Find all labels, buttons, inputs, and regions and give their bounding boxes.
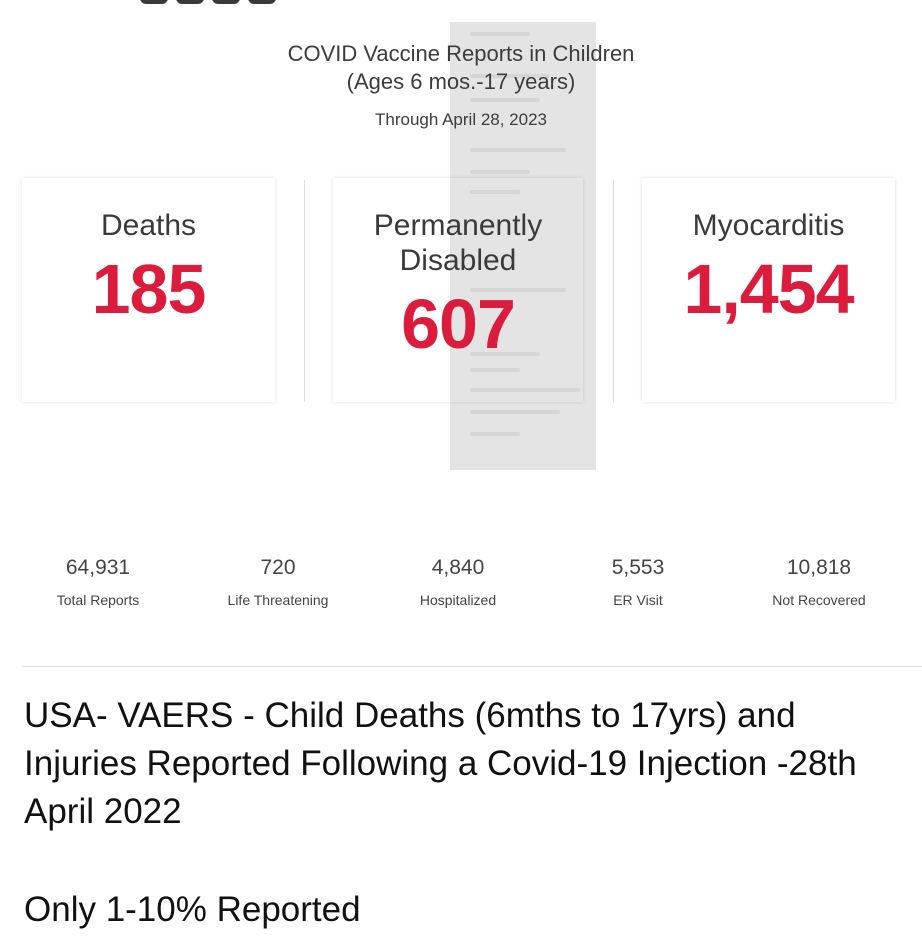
card-deaths-value: 185 (91, 250, 207, 328)
card-deaths-label: Deaths (100, 209, 197, 242)
card-myocarditis-value: 1,454 (683, 250, 854, 328)
card-myocarditis: Myocarditis 1,454 (642, 178, 895, 402)
stat-value: 64,931 (65, 556, 131, 579)
report-date: Through April 28, 2023 (374, 110, 547, 129)
card-disabled-label: Permanently Disabled (373, 209, 543, 277)
stat-label: Not Recovered (772, 592, 866, 608)
stat-label: Total Reports (56, 592, 140, 608)
cropped-top-edge (0, 0, 922, 8)
stat-not-recovered: 10,818 Not Recovered (729, 556, 909, 608)
card-disabled-value: 607 (401, 285, 516, 363)
stat-label: Hospitalized (419, 592, 497, 608)
card-deaths: Deaths 185 (22, 178, 275, 402)
report-title: COVID Vaccine Reports in Children (Ages … (287, 41, 635, 94)
post-caption-note: Only 1-10% Reported (24, 890, 361, 929)
stat-value: 720 (260, 556, 296, 579)
stat-label: Life Threatening (227, 592, 329, 608)
stat-value: 5,553 (611, 556, 665, 579)
stat-hospitalized: 4,840 Hospitalized (368, 556, 548, 608)
stat-total-reports: 64,931 Total Reports (8, 556, 188, 608)
stat-er-visit: 5,553 ER Visit (548, 556, 728, 608)
stat-label: ER Visit (613, 592, 663, 608)
divider (613, 180, 614, 402)
post-caption: USA- VAERS - Child Deaths (6mths to 17yr… (24, 696, 857, 831)
stat-value: 4,840 (431, 556, 485, 579)
overlay-panel (450, 22, 596, 470)
divider (22, 666, 922, 667)
card-myocarditis-label: Myocarditis (692, 209, 845, 242)
card-permanently-disabled: Permanently Disabled 607 (333, 178, 583, 402)
stat-life-threatening: 720 Life Threatening (188, 556, 368, 608)
divider (304, 180, 305, 402)
stat-value: 10,818 (786, 556, 852, 579)
report-header: COVID Vaccine Reports in Children (Ages … (0, 40, 922, 130)
